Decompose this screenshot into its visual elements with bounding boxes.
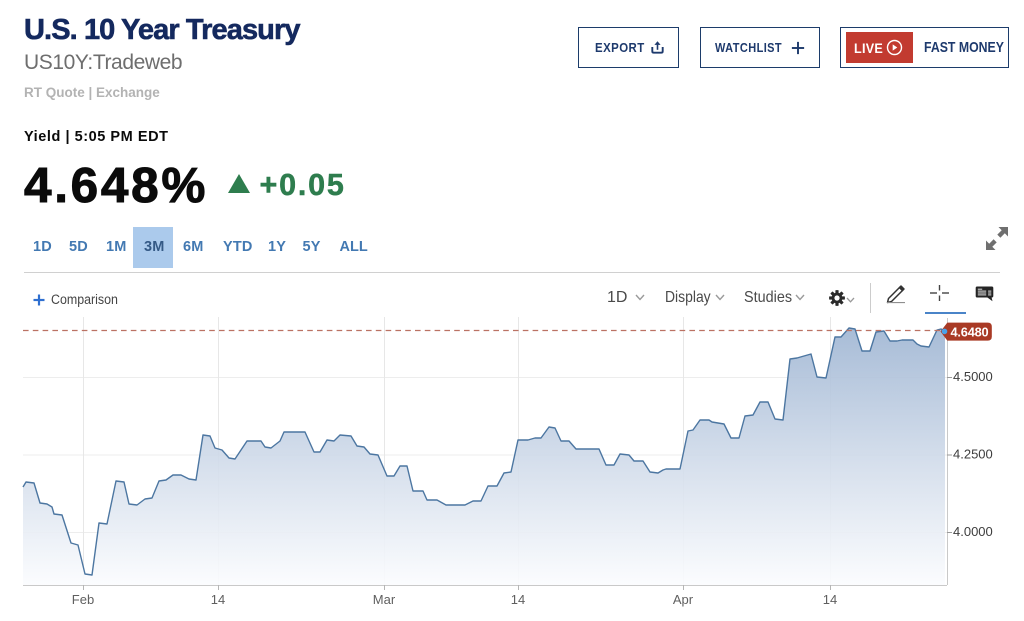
svg-text:4.5000: 4.5000 [953,369,993,384]
svg-text:Mar: Mar [373,592,396,607]
svg-text:14: 14 [511,592,525,607]
svg-text:4.2500: 4.2500 [953,447,993,462]
svg-text:4.6480: 4.6480 [951,324,989,339]
svg-text:Apr: Apr [673,592,694,607]
svg-text:14: 14 [211,592,225,607]
svg-text:14: 14 [823,592,837,607]
svg-text:Feb: Feb [72,592,94,607]
svg-text:4.0000: 4.0000 [953,524,993,539]
